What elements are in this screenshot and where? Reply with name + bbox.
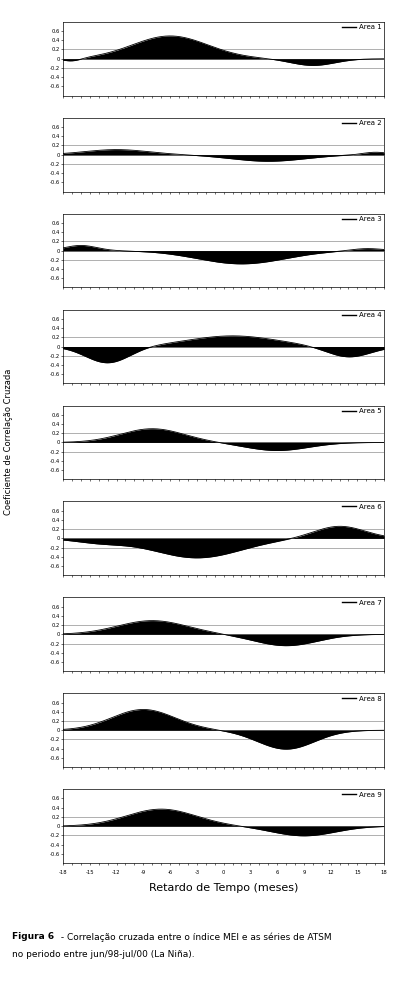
Legend: Area 1: Area 1 <box>341 23 383 32</box>
Legend: Area 2: Area 2 <box>341 119 383 127</box>
Legend: Area 6: Area 6 <box>341 503 383 511</box>
Text: Retardo de Tempo (meses): Retardo de Tempo (meses) <box>149 883 299 893</box>
Legend: Area 7: Area 7 <box>341 599 383 607</box>
Text: no periodo entre jun/98-jul/00 (La Niña).: no periodo entre jun/98-jul/00 (La Niña)… <box>12 950 195 959</box>
Text: Coeficiente de Correlação Cruzada: Coeficiente de Correlação Cruzada <box>4 368 13 515</box>
Text: - Correlação cruzada entre o índice MEI e as séries de ATSM: - Correlação cruzada entre o índice MEI … <box>58 932 332 942</box>
Legend: Area 9: Area 9 <box>341 791 383 799</box>
Legend: Area 3: Area 3 <box>341 215 383 223</box>
Legend: Area 8: Area 8 <box>341 694 383 702</box>
Text: Figura 6: Figura 6 <box>12 932 54 941</box>
Legend: Area 4: Area 4 <box>341 311 383 319</box>
Legend: Area 5: Area 5 <box>341 407 383 415</box>
